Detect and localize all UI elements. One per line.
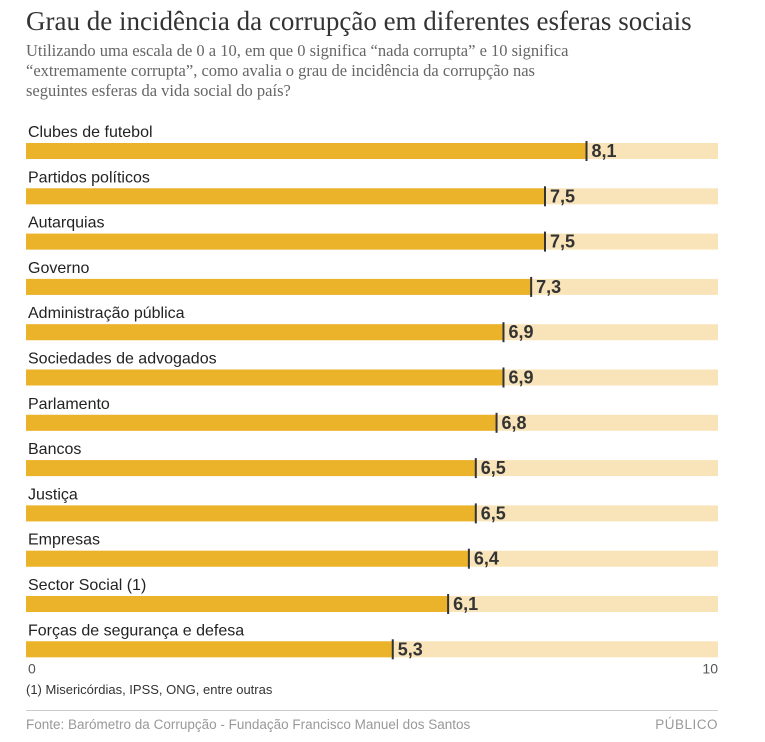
bar	[26, 143, 587, 159]
value-label: 6,9	[508, 322, 533, 342]
divider	[26, 710, 718, 711]
category-label: Justiça	[28, 486, 78, 503]
bar	[26, 324, 504, 341]
x-tick-label: 10	[702, 660, 718, 676]
category-label: Sociedades de advogados	[28, 351, 217, 368]
bar-end-marker	[502, 367, 505, 388]
bar	[26, 278, 532, 295]
category-label: Governo	[28, 260, 89, 277]
bar	[26, 233, 545, 250]
bar	[26, 369, 504, 386]
value-label: 6,4	[474, 549, 499, 569]
brand-logo: PÚBLICO	[655, 717, 718, 732]
chart-title: Grau de incidência da corrupção em difer…	[26, 6, 692, 36]
bar	[26, 460, 476, 477]
bar	[26, 188, 545, 205]
value-label: 5,3	[398, 639, 423, 659]
bar-end-marker	[474, 458, 477, 479]
chart-subtitle: Utilizando uma escala de 0 a 10, em que …	[26, 41, 569, 100]
category-label: Parlamento	[28, 396, 110, 413]
bar-end-marker	[495, 412, 498, 433]
bar	[26, 414, 497, 431]
bar-end-marker	[474, 503, 477, 524]
value-label: 8,1	[592, 141, 617, 161]
value-label: 6,5	[481, 458, 506, 478]
source-credit: Fonte: Barómetro da Corrupção - Fundação…	[26, 717, 471, 732]
category-label: Clubes de futebol	[28, 124, 153, 141]
value-label: 7,5	[550, 186, 575, 206]
category-label: Sector Social (1)	[28, 577, 146, 594]
bar-end-marker	[391, 639, 394, 660]
value-label: 6,1	[453, 594, 478, 614]
category-label: Empresas	[28, 532, 100, 549]
bar-end-marker	[502, 322, 505, 343]
bar	[26, 550, 469, 567]
value-label: 7,5	[550, 232, 575, 252]
bar-end-marker	[544, 231, 546, 252]
bar-end-marker	[447, 594, 450, 614]
bar-end-marker	[585, 141, 588, 161]
value-label: 6,8	[502, 413, 527, 433]
bar-end-marker	[467, 548, 470, 569]
bar	[26, 505, 476, 522]
bar-end-marker	[544, 186, 546, 207]
footnote: (1) Misericórdias, IPSS, ONG, entre outr…	[26, 682, 273, 697]
x-tick-label: 0	[28, 660, 36, 676]
category-label: Autarquias	[28, 215, 105, 232]
category-label: Administração pública	[28, 305, 185, 322]
value-label: 6,9	[508, 368, 533, 388]
category-label: Forças de segurança e defesa	[28, 622, 244, 639]
category-label: Partidos políticos	[28, 169, 150, 186]
category-label: Bancos	[28, 441, 81, 458]
bar	[26, 641, 393, 658]
value-label: 6,5	[481, 503, 506, 523]
bar	[26, 596, 449, 612]
bar-end-marker	[530, 276, 533, 297]
value-label: 7,3	[536, 277, 561, 297]
